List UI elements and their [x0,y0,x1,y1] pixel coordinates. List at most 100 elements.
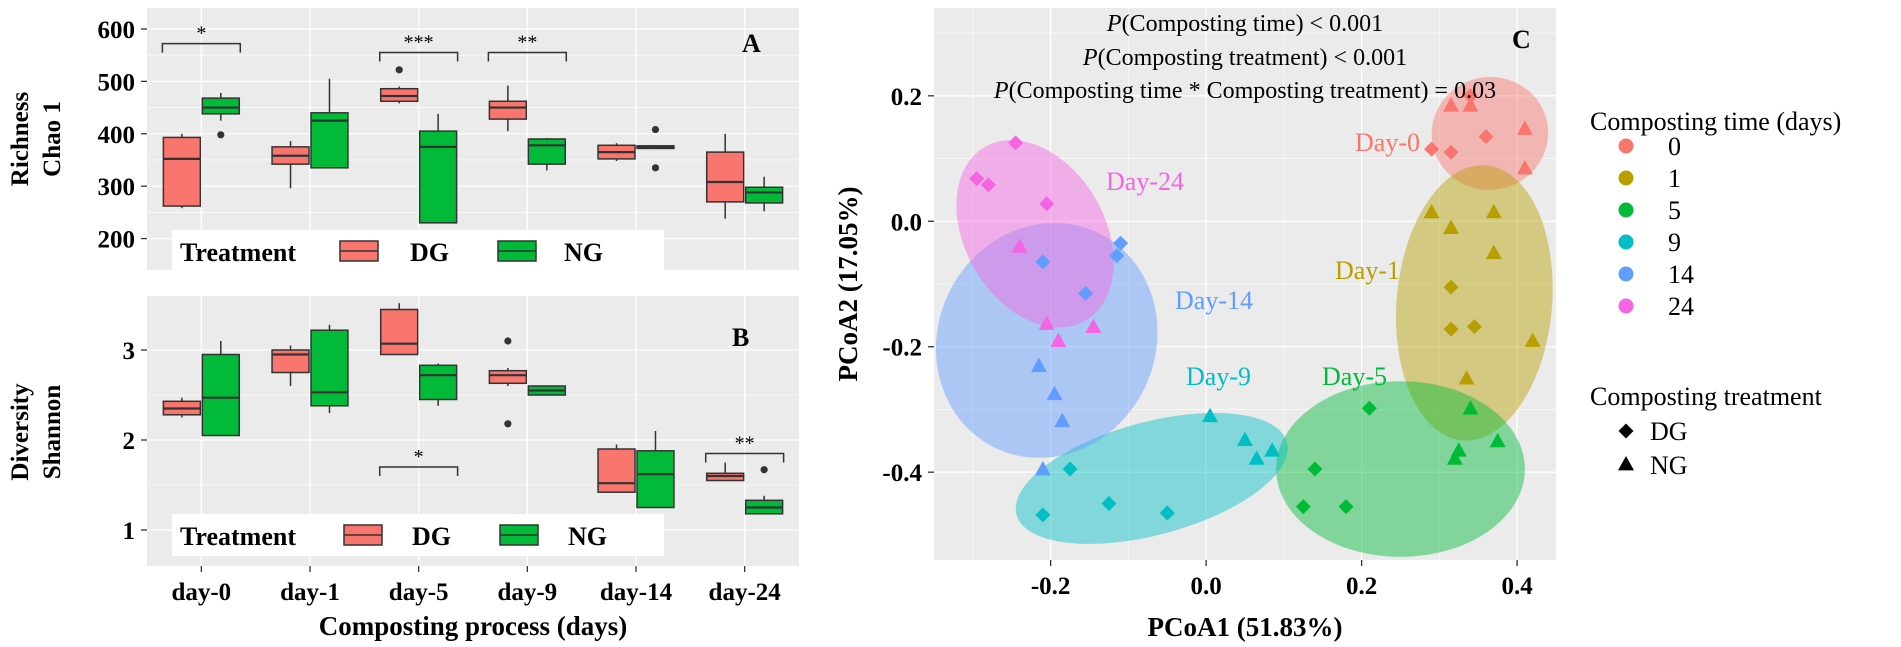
significance-label: ** [735,433,755,455]
legend-key-dg [339,240,379,262]
significance-bracket [378,51,459,62]
significance-bracket [378,466,459,476]
point-ng-day-14 [1034,461,1051,476]
y-tick-label: 2 [123,428,136,455]
ellipse-day-9 [1015,412,1288,544]
ellipse-day-24 [956,140,1114,328]
panel-a-legend: Treatment DG NG [172,230,664,272]
y-tick-label: 400 [98,122,136,149]
point-dg-day-14 [1113,235,1129,251]
panel-a-ylabel-line2: Chao 1 [39,101,66,177]
ellipse-day-14 [935,223,1158,458]
legend-shape-dg [1618,423,1634,439]
point-ng-day-24 [1085,318,1102,334]
legend-time-key-14 [1618,266,1634,282]
significance-label: * [414,446,424,468]
point-dg-day-14 [1078,285,1094,301]
legend-time-key-1 [1618,170,1634,186]
point-dg-day-9 [1101,496,1117,512]
point-dg-day-5 [1307,461,1323,477]
y-tick-label: 0.2 [891,84,922,111]
ellipse-day-5 [1276,381,1525,557]
box-dg-day-9 [488,369,528,385]
panel-b-y-ticks: 1 2 3 [123,338,147,545]
panel-a-significance: * *** ** [161,23,568,62]
box-ng-day-9 [527,138,567,165]
group-label-day-9: Day-9 [1186,362,1251,391]
group-label-day-0: Day-0 [1355,128,1420,157]
point-ng-day-0 [1443,97,1460,112]
point-ng-day-5 [1462,400,1479,415]
significance-label: ** [517,32,537,54]
legend-box [172,514,664,556]
panel-b-boxes [162,303,784,515]
panel-b-x-ticks: day-0 day-1 day-5 day-9 day-14 day-24 [171,566,781,606]
point-ng-day-1 [1423,203,1440,219]
panel-c-points [969,88,1541,523]
x-tick-label: day-0 [171,579,231,606]
point-dg-day-5 [1361,400,1377,416]
point-ng-day-0 [1462,97,1479,112]
point-ng-day-14 [1054,412,1071,428]
panel-c-legend: Composting time (days) Composting treatm… [1590,107,1841,480]
point-dg-day-0 [1424,141,1440,157]
y-tick-label: 3 [123,338,136,365]
y-tick-label: 1 [123,518,136,545]
x-tick-label: day-9 [497,579,557,606]
y-tick-label: 600 [98,17,136,44]
point-ng-day-9 [1264,442,1281,457]
point-dg-day-9 [1159,505,1175,521]
legend-label-dg: DG [410,238,449,267]
point-ng-day-24 [1050,332,1067,347]
y-tick-label: -0.4 [882,460,922,487]
box-outlier [395,66,403,74]
box-ng-day-5 [418,130,458,224]
box-outlier [651,125,660,134]
point-ng-day-5 [1446,450,1463,465]
point-dg-day-24 [969,171,985,187]
legend-label-ng: NG [568,522,607,551]
point-ng-day-0 [1516,120,1533,135]
legend-time-label-0: 0 [1668,132,1681,161]
legend-time-label-5: 5 [1668,196,1681,225]
point-dg-day-14 [1109,248,1125,264]
point-dg-day-1 [1466,319,1482,335]
panel-b-ylabel-line2: Shannon [39,385,66,480]
panel-b-letter: B [732,323,749,352]
x-tick-label: -0.2 [1031,573,1071,600]
box-dg-day-0 [162,136,202,207]
significance-bracket [487,51,568,62]
box-outlier [651,164,660,172]
x-tick-label: 0.0 [1191,573,1222,600]
group-label-day-24: Day-24 [1106,167,1184,196]
box-outlier [504,337,512,345]
legend-treatment-title: Composting treatment [1590,382,1823,411]
point-ng-day-1 [1443,219,1460,234]
point-dg-day-9 [1062,461,1078,477]
point-dg-day-0 [1443,144,1459,160]
point-ng-day-9 [1248,450,1265,465]
point-ng-day-14 [1046,385,1063,401]
point-dg-day-24 [1008,135,1024,151]
legend-time-title: Composting time (days) [1590,107,1841,136]
point-ng-day-14 [1030,357,1047,372]
box-ng-day-1 [310,329,349,407]
box-outlier [217,131,225,139]
box-dg-day-24 [705,151,745,203]
box-dg-day-14 [597,448,636,493]
group-label-day-1: Day-1 [1335,256,1400,285]
annotation-2: P(Composting treatment) < 0.001 [1082,45,1407,71]
point-dg-day-0 [1462,88,1478,104]
point-ng-day-9 [1202,407,1219,423]
legend-label-dg: DG [412,522,451,551]
box-dg-day-9 [488,100,528,120]
group-label-day-5: Day-5 [1322,362,1387,391]
box-outlier [760,466,768,474]
legend-time-key-5 [1618,202,1634,218]
panel-b: *** 123 day-0 day-1 day-5 day-9 day-14 day-24… [7,296,799,641]
legend-key-dg [343,524,383,546]
legend-shape-ng [1618,456,1634,471]
box-ng-day-0 [201,353,241,437]
